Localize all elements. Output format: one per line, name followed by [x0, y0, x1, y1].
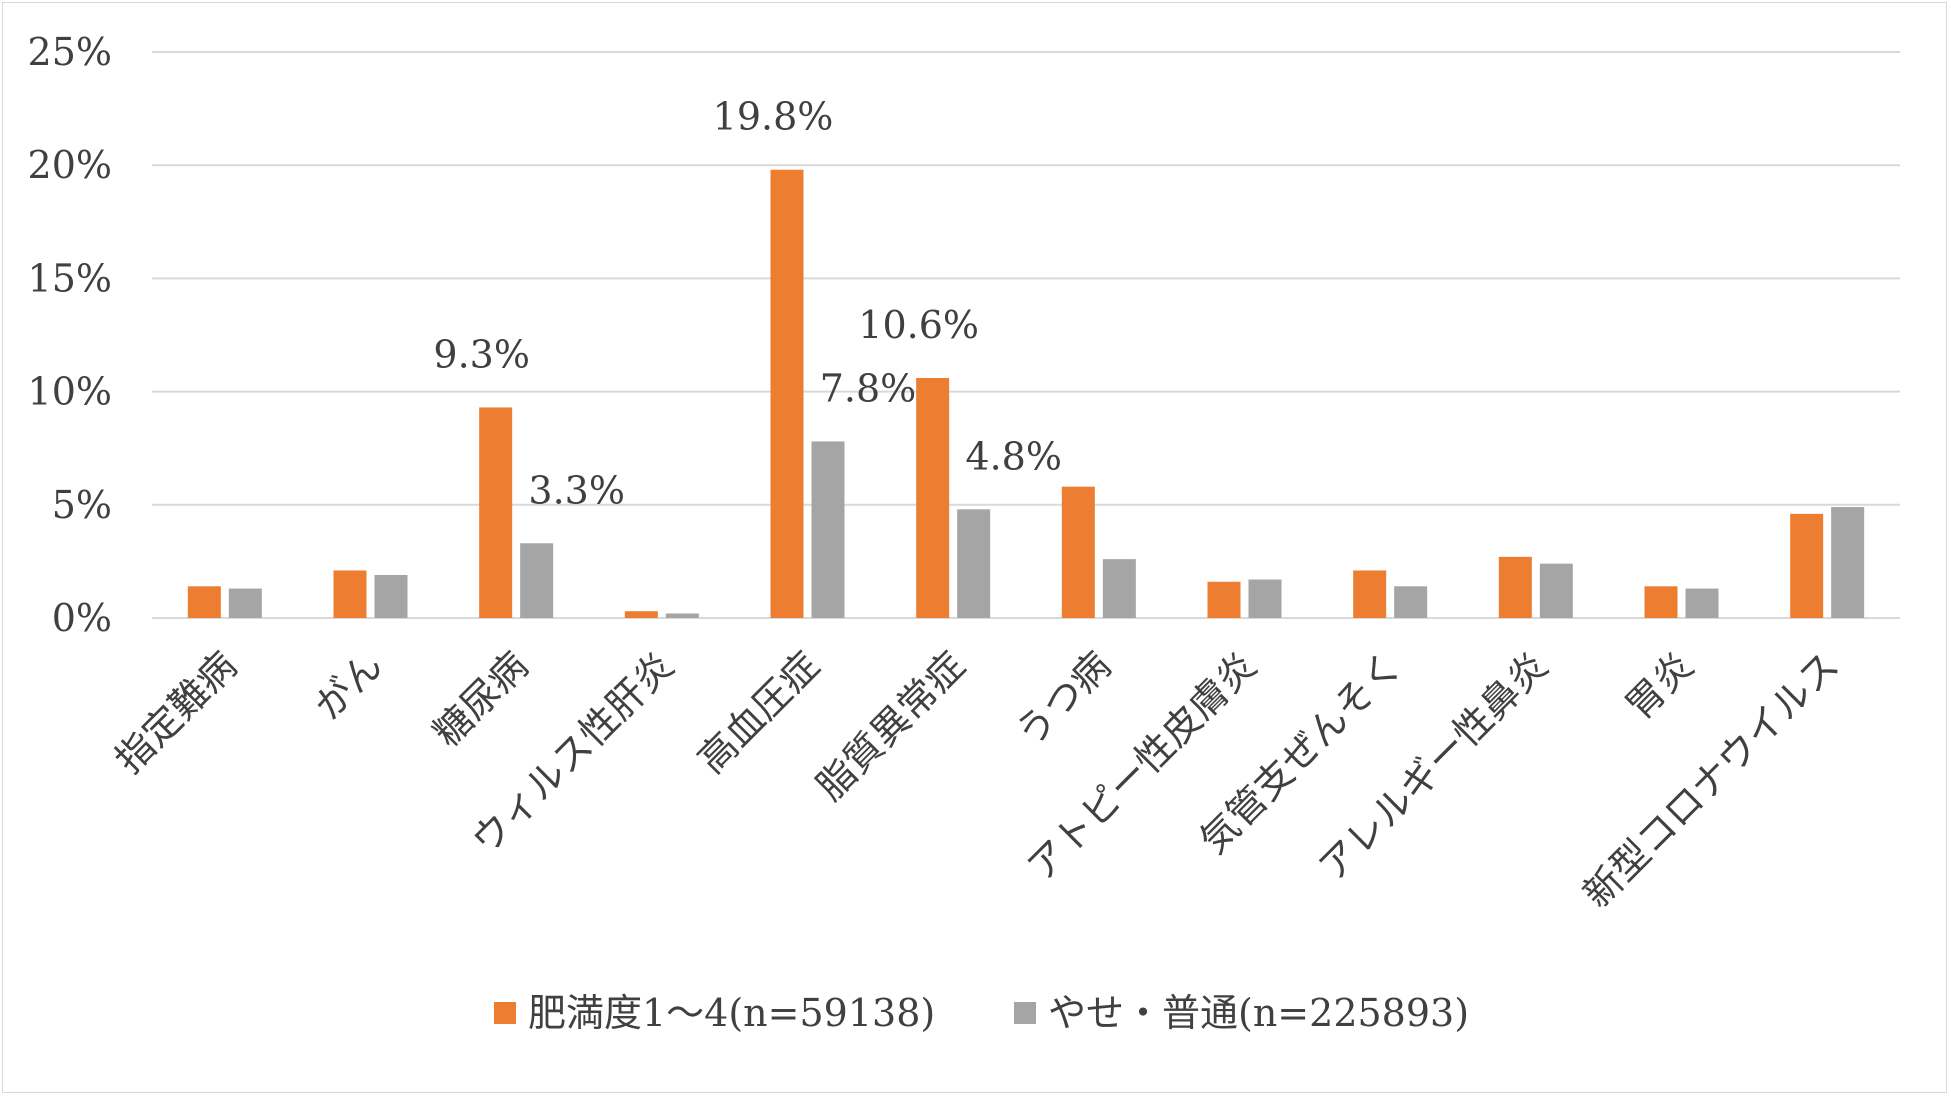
legend-label: 肥満度1～4(n=59138)	[528, 991, 935, 1035]
bar-normal	[1831, 507, 1865, 618]
category-label: 胃炎	[1617, 643, 1702, 728]
legend-swatch	[494, 1002, 516, 1024]
category-label: 高血圧症	[689, 643, 828, 782]
legend-swatch	[1014, 1002, 1036, 1024]
category-label: がん	[306, 643, 391, 728]
bar-normal	[1539, 563, 1573, 618]
category-label: うつ病	[1007, 643, 1119, 755]
bar-obese	[1061, 486, 1095, 618]
bars	[187, 169, 1865, 618]
bar-obese	[770, 169, 804, 618]
bar-normal	[374, 574, 408, 618]
y-tick-label: 10%	[28, 370, 112, 414]
gridlines	[152, 51, 1900, 619]
data-label: 9.3%	[433, 332, 530, 376]
bar-obese	[1790, 513, 1824, 618]
bar-obese	[1498, 556, 1532, 618]
bar-normal	[1248, 579, 1282, 618]
data-label: 19.8%	[713, 95, 834, 139]
bar-obese	[1353, 570, 1387, 618]
data-label: 3.3%	[528, 468, 625, 512]
bar-obese	[333, 570, 367, 618]
y-tick-label: 15%	[28, 256, 112, 300]
bar-normal	[665, 613, 699, 618]
bar-normal	[1685, 588, 1719, 618]
bar-obese	[187, 586, 221, 618]
legend: 肥満度1～4(n=59138) やせ・普通(n=225893)	[494, 991, 1469, 1035]
bar-obese	[624, 611, 658, 618]
y-tick-label: 20%	[28, 143, 112, 187]
bar-normal	[1394, 586, 1428, 618]
legend-label: やせ・普通(n=225893)	[1048, 991, 1469, 1035]
y-tick-label: 25%	[28, 30, 112, 74]
bar-obese	[1207, 581, 1241, 618]
bar-obese	[1644, 586, 1678, 618]
y-axis-ticks: 0% 5% 10% 15% 20% 25%	[28, 30, 112, 640]
bar-obese	[916, 378, 950, 618]
data-label: 4.8%	[965, 434, 1062, 478]
bar-normal	[228, 588, 262, 618]
data-label: 10.6%	[858, 303, 979, 347]
bar-normal	[811, 441, 845, 618]
y-tick-label: 5%	[52, 483, 112, 527]
category-label: 脂質異常症	[808, 643, 973, 808]
bar-normal	[520, 543, 554, 618]
category-label: 新型コロナウイルス	[1575, 643, 1848, 916]
bar-normal	[1102, 559, 1136, 618]
category-label: 糖尿病	[425, 643, 537, 755]
bar-obese	[479, 407, 513, 618]
data-label: 7.8%	[820, 366, 917, 410]
bar-normal	[957, 509, 991, 618]
y-tick-label: 0%	[52, 596, 112, 640]
category-label: 指定難病	[107, 643, 246, 782]
data-labels: 9.3% 19.8% 10.6% 3.3% 7.8% 4.8%	[433, 95, 1062, 513]
